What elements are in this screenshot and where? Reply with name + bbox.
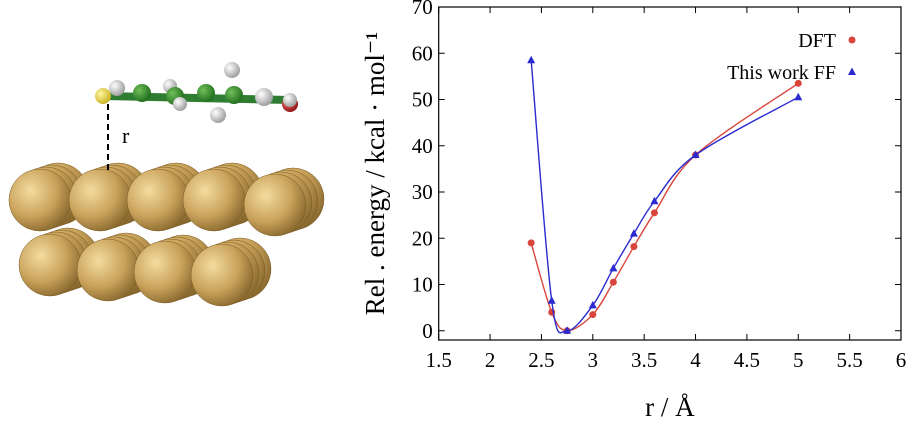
gold-atom [9,169,71,231]
data-point [527,56,535,64]
x-tick-label: 1.5 [426,348,452,372]
y-tick-label: 30 [412,180,433,204]
data-point [610,279,617,286]
x-tick-label: 3 [588,348,599,372]
legend-label: DFT [798,30,836,52]
gold-atom [77,239,139,301]
illustration: r [9,62,324,306]
y-tick-label: 0 [422,319,433,343]
data-point [589,311,596,318]
x-tick-label: 5 [793,348,804,372]
figure: r 1.522.533.544.555.56010203040506070r /… [0,0,911,423]
molecule [95,62,298,123]
data-point [528,239,535,246]
page: r 1.522.533.544.555.56010203040506070r /… [0,0,911,428]
distance-label: r [122,123,130,148]
x-axis-label: r / Å [645,392,695,422]
gold-atom [183,169,245,231]
y-tick-label: 20 [412,226,433,250]
gold-atom [69,169,131,231]
y-tick-label: 50 [412,88,433,112]
data-point [609,264,617,272]
plot-frame [439,7,901,340]
x-tick-label: 2.5 [528,348,554,372]
x-tick-label: 4.5 [734,348,760,372]
data-point [548,296,556,304]
y-axis-label: Rel . energy / kcal · mol⁻¹ [360,32,390,316]
data-point [651,209,658,216]
x-tick-label: 3.5 [631,348,657,372]
y-tick-label: 60 [412,41,433,65]
gold-front-row [19,228,271,306]
x-tick-label: 2 [485,348,496,372]
gold-back-row [9,163,324,236]
gold-atom [244,174,306,236]
gold-atom [134,241,196,303]
gold-atom [127,169,189,231]
gold-atom [19,234,81,296]
legend-marker [848,68,856,76]
x-tick-label: 5.5 [837,348,863,372]
y-tick-label: 10 [412,273,433,297]
data-point [630,243,637,250]
y-tick-label: 70 [412,0,433,19]
legend-marker [849,37,856,44]
x-tick-label: 6 [896,348,907,372]
data-point [794,93,802,101]
x-tick-label: 4 [690,348,701,372]
y-tick-label: 40 [412,134,433,158]
series-line [531,83,798,330]
legend-label: This work FF [727,62,836,84]
gold-atom [191,244,253,306]
